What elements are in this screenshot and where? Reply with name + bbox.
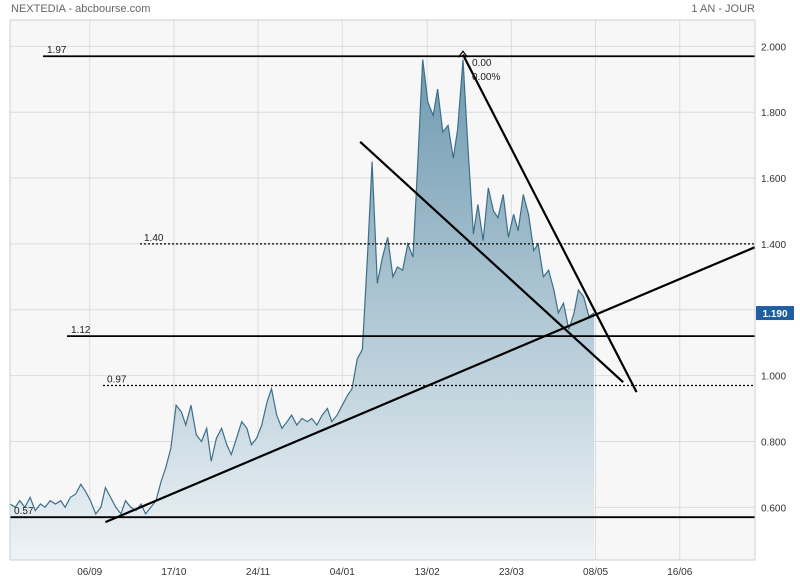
- y-tick-label: 0.600: [761, 503, 786, 514]
- x-tick-label: 04/01: [330, 567, 355, 578]
- level-label: 0.57: [14, 506, 34, 517]
- peak-annotation-percent: 0.00%: [472, 72, 500, 83]
- level-label: 0.97: [107, 374, 127, 385]
- price-area: [10, 59, 595, 560]
- trend-line: [359, 141, 624, 384]
- y-tick-label: 2.000: [761, 42, 786, 53]
- peak-annotation-value: 0.00: [472, 58, 492, 69]
- y-tick-label: 1.000: [761, 372, 786, 383]
- x-tick-label: 24/11: [246, 567, 271, 578]
- x-tick-label: 17/10: [161, 567, 186, 578]
- trend-line: [461, 54, 638, 393]
- last-value-badge: [756, 306, 794, 321]
- x-tick-label: 16/06: [667, 567, 692, 578]
- period-label: 1 AN - JOUR: [691, 3, 755, 15]
- y-tick-label: 1.800: [761, 108, 786, 119]
- x-tick-label: 13/02: [415, 567, 440, 578]
- x-tick-label: 08/05: [583, 567, 608, 578]
- x-tick-label: 06/09: [77, 567, 102, 578]
- y-tick-label: 1.400: [761, 240, 786, 251]
- trend-line: [104, 246, 756, 524]
- y-tick-label: 0.800: [761, 437, 786, 448]
- y-tick-label: 1.600: [761, 174, 786, 185]
- x-tick-label: 23/03: [499, 567, 524, 578]
- level-label: 1.12: [71, 325, 91, 336]
- last-value-text: 1.190: [762, 309, 787, 320]
- level-label: 1.97: [47, 45, 67, 56]
- level-label: 1.40: [144, 233, 164, 244]
- chart-title: NEXTEDIA - abcbourse.com: [11, 3, 151, 15]
- price-line: [9, 59, 595, 516]
- plot-border: [9, 19, 756, 561]
- peak-marker: [458, 50, 468, 58]
